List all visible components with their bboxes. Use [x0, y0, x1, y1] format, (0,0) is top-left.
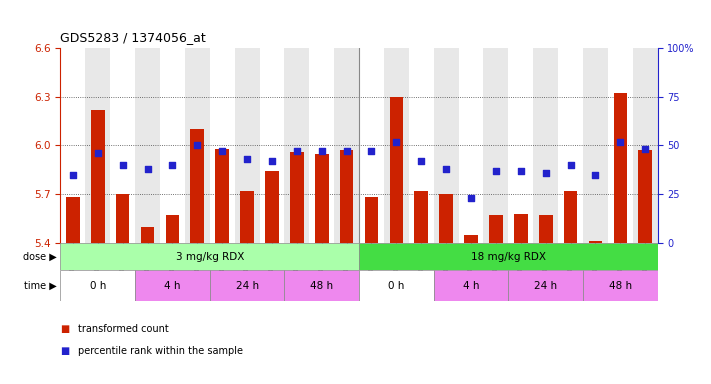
Point	[515, 168, 526, 174]
Bar	[533, 48, 558, 243]
Bar	[558, 48, 583, 243]
Bar	[91, 110, 105, 243]
Point	[191, 142, 203, 149]
Bar	[191, 129, 204, 243]
Bar	[439, 194, 453, 243]
Bar	[483, 48, 508, 243]
Bar	[340, 151, 353, 243]
Bar	[365, 197, 378, 243]
Bar	[235, 48, 260, 243]
Point	[465, 195, 476, 201]
Point	[565, 162, 576, 168]
Bar	[60, 48, 85, 243]
Bar	[508, 48, 533, 243]
Bar	[514, 214, 528, 243]
Bar	[284, 48, 309, 243]
Point	[415, 158, 427, 164]
Bar	[166, 215, 179, 243]
Text: time ▶: time ▶	[24, 281, 57, 291]
Bar	[315, 154, 328, 243]
Bar	[633, 48, 658, 243]
Point	[292, 148, 303, 154]
Bar	[608, 48, 633, 243]
Point	[316, 148, 327, 154]
Text: 0 h: 0 h	[388, 281, 405, 291]
Bar	[116, 194, 129, 243]
Text: 0 h: 0 h	[90, 281, 106, 291]
Bar	[215, 149, 229, 243]
Bar	[85, 48, 110, 243]
Point	[614, 139, 626, 145]
Bar	[66, 197, 80, 243]
Text: dose ▶: dose ▶	[23, 252, 57, 262]
Point	[266, 158, 277, 164]
Text: ■: ■	[60, 346, 70, 356]
Bar	[539, 215, 552, 243]
Bar	[409, 48, 434, 243]
Bar	[434, 48, 459, 243]
Text: 48 h: 48 h	[310, 281, 333, 291]
Point	[391, 139, 402, 145]
Point	[490, 168, 501, 174]
Point	[241, 156, 253, 162]
Point	[67, 172, 78, 178]
Text: GDS5283 / 1374056_at: GDS5283 / 1374056_at	[60, 31, 206, 44]
Bar	[638, 151, 652, 243]
Bar	[434, 270, 508, 301]
Bar	[583, 270, 658, 301]
Bar	[210, 48, 235, 243]
Bar	[464, 235, 478, 243]
Point	[639, 146, 651, 152]
Bar	[284, 270, 359, 301]
Point	[216, 148, 228, 154]
Text: transformed count: transformed count	[78, 324, 169, 334]
Bar	[390, 97, 403, 243]
Bar	[265, 172, 279, 243]
Bar	[141, 227, 154, 243]
Bar	[415, 191, 428, 243]
Point	[540, 170, 551, 176]
Text: percentile rank within the sample: percentile rank within the sample	[78, 346, 243, 356]
Bar	[210, 270, 284, 301]
Text: ■: ■	[60, 324, 70, 334]
Bar	[583, 48, 608, 243]
Bar	[384, 48, 409, 243]
Bar	[564, 191, 577, 243]
Text: 48 h: 48 h	[609, 281, 632, 291]
Bar	[359, 243, 658, 270]
Bar	[110, 48, 135, 243]
Bar	[508, 270, 583, 301]
Point	[341, 148, 352, 154]
Bar	[290, 152, 304, 243]
Point	[166, 162, 178, 168]
Bar	[135, 48, 160, 243]
Text: 18 mg/kg RDX: 18 mg/kg RDX	[471, 252, 546, 262]
Bar	[185, 48, 210, 243]
Text: 3 mg/kg RDX: 3 mg/kg RDX	[176, 252, 244, 262]
Bar	[160, 48, 185, 243]
Text: 4 h: 4 h	[463, 281, 479, 291]
Bar	[334, 48, 359, 243]
Bar	[135, 270, 210, 301]
Point	[440, 166, 452, 172]
Bar	[589, 241, 602, 243]
Point	[117, 162, 128, 168]
Text: 24 h: 24 h	[235, 281, 259, 291]
Point	[92, 150, 104, 156]
Bar	[359, 270, 434, 301]
Bar	[60, 243, 359, 270]
Bar	[60, 270, 135, 301]
Bar	[240, 191, 254, 243]
Bar	[260, 48, 284, 243]
Point	[589, 172, 601, 178]
Point	[141, 166, 154, 172]
Bar	[614, 93, 627, 243]
Text: 4 h: 4 h	[164, 281, 181, 291]
Text: 24 h: 24 h	[534, 281, 557, 291]
Bar	[489, 215, 503, 243]
Bar	[459, 48, 483, 243]
Point	[365, 148, 377, 154]
Bar	[309, 48, 334, 243]
Bar	[359, 48, 384, 243]
